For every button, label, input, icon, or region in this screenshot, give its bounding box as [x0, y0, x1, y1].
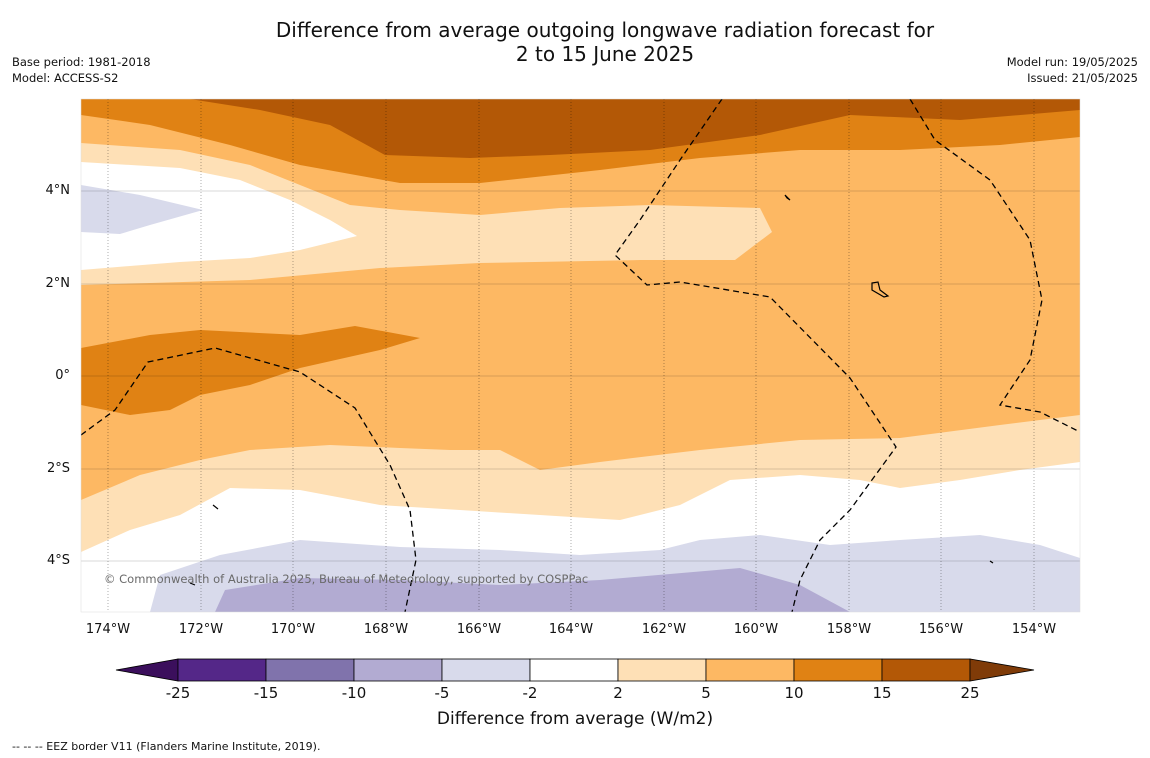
colorbar-extend-low: [115, 658, 179, 682]
latitude-label: 0°: [55, 368, 70, 383]
longitude-label: 164°W: [548, 622, 594, 637]
island-3: [189, 582, 196, 586]
copyright-notice: © Commonwealth of Australia 2025, Bureau…: [104, 572, 589, 586]
model-name: Model: ACCESS-S2: [12, 71, 119, 85]
plot-frame: [80, 98, 1081, 613]
title-line-1: Difference from average outgoing longwav…: [275, 18, 935, 42]
colorbar-swatch: [177, 658, 267, 682]
colorbar-swatch: [353, 658, 443, 682]
issued-date: Issued: 21/05/2025: [1027, 71, 1138, 85]
island-kiritimati: [871, 281, 890, 298]
colorbar-swatch: [705, 658, 795, 682]
band-neg-5-10-south: [215, 568, 850, 612]
gridlines: [81, 99, 1080, 612]
latitude-label: 2°N: [45, 276, 71, 291]
islands: [189, 194, 994, 586]
colorbar-swatch: [617, 658, 707, 682]
latitude-label: 2°S: [46, 461, 70, 476]
model-run: Model run: 19/05/2025: [1006, 55, 1138, 69]
colorbar-tick-label: -10: [341, 684, 367, 702]
longitude-label: 172°W: [178, 622, 224, 637]
longitude-label: 160°W: [733, 622, 779, 637]
legend-note: -- -- -- EEZ border V11 (Flanders Marine…: [12, 740, 321, 753]
band-15-25-north: [190, 99, 1080, 158]
longitude-label: 166°W: [456, 622, 502, 637]
longitude-label: 174°W: [85, 622, 131, 637]
colorbar-tick-label: 10: [784, 684, 804, 702]
longitude-label: 154°W: [1011, 622, 1057, 637]
anomaly-field: [81, 99, 1080, 612]
longitude-label: 158°W: [826, 622, 872, 637]
colorbar-swatch: [265, 658, 355, 682]
colorbar-swatch: [441, 658, 531, 682]
longitude-label: 162°W: [641, 622, 687, 637]
colorbar-swatch: [793, 658, 883, 682]
colorbar-tick-label: 15: [872, 684, 892, 702]
map-title: Difference from average outgoing longwav…: [130, 18, 1080, 66]
colorbar-tick-label: 2: [613, 684, 623, 702]
longitude-label: 168°W: [363, 622, 409, 637]
colorbar-swatch: [881, 658, 971, 682]
colorbar-tick-label: 5: [701, 684, 711, 702]
eez-border-west: [81, 347, 417, 612]
latitude-label: 4°N: [45, 183, 71, 198]
island-4: [989, 560, 994, 564]
island-2: [212, 504, 219, 510]
band-neg-north: [81, 185, 203, 234]
colorbar: [115, 658, 1035, 682]
longitude-label: 170°W: [270, 622, 316, 637]
colorbar-extend-high: [969, 658, 1035, 682]
colorbar-tick-label: 25: [960, 684, 980, 702]
title-line-2: 2 to 15 June 2025: [515, 42, 695, 66]
eez-borders: [81, 99, 1080, 612]
latitude-label: 4°S: [46, 553, 70, 568]
island-1: [784, 194, 791, 201]
colorbar-tick-label: -5: [434, 684, 450, 702]
eez-border-central: [614, 99, 897, 612]
colorbar-tick-label: -25: [165, 684, 191, 702]
meta-left: Base period: 1981-2018 Model: ACCESS-S2: [12, 54, 151, 86]
colorbar-swatch: [529, 658, 619, 682]
band-neutral-north: [81, 162, 357, 270]
longitude-label: 156°W: [918, 622, 964, 637]
meta-right: Model run: 19/05/2025 Issued: 21/05/2025: [1007, 54, 1138, 86]
eez-border-east: [909, 99, 1080, 433]
colorbar-tick-label: -15: [253, 684, 279, 702]
band-10-15-equator: [81, 326, 420, 415]
base-period: Base period: 1981-2018: [12, 55, 151, 69]
colorbar-label: Difference from average (W/m2): [436, 709, 714, 729]
colorbar-tick-label: -2: [522, 684, 538, 702]
